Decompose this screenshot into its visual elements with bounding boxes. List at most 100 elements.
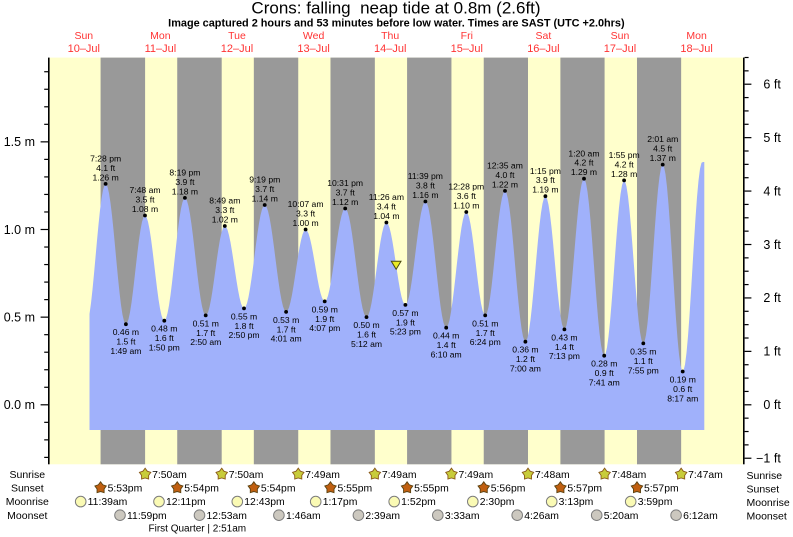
svg-text:8:49 am: 8:49 am <box>209 196 240 206</box>
svg-text:1.7 ft: 1.7 ft <box>196 328 216 338</box>
svg-text:5:54pm: 5:54pm <box>261 484 296 495</box>
svg-text:1:46am: 1:46am <box>286 511 321 522</box>
svg-text:2:30pm: 2:30pm <box>480 497 515 508</box>
svg-text:8:17 am: 8:17 am <box>667 393 698 403</box>
svg-text:11:39am: 11:39am <box>88 497 128 508</box>
svg-text:1.08 m: 1.08 m <box>132 204 158 214</box>
svg-text:10:31 pm: 10:31 pm <box>327 178 363 188</box>
svg-text:Image captured 2 hours and 53: Image captured 2 hours and 53 minutes be… <box>168 17 625 29</box>
svg-text:5:53pm: 5:53pm <box>108 484 143 495</box>
svg-text:0.50 m: 0.50 m <box>353 320 379 330</box>
svg-text:Moonrise: Moonrise <box>6 496 49 508</box>
svg-text:1.4 ft: 1.4 ft <box>437 340 457 350</box>
svg-text:Sunrise: Sunrise <box>9 469 45 481</box>
svg-text:Tue: Tue <box>228 30 246 42</box>
svg-text:1.19 m: 1.19 m <box>532 185 558 195</box>
svg-text:11:39 pm: 11:39 pm <box>408 171 443 181</box>
svg-text:1.28 m: 1.28 m <box>611 169 637 179</box>
svg-text:7:28 pm: 7:28 pm <box>90 154 121 164</box>
svg-text:Sunset: Sunset <box>11 483 44 495</box>
svg-text:5:20am: 5:20am <box>604 511 639 522</box>
svg-text:1.04 m: 1.04 m <box>373 211 399 221</box>
svg-text:2 ft: 2 ft <box>763 291 781 305</box>
svg-text:7:41 am: 7:41 am <box>589 378 620 388</box>
svg-text:7:48 am: 7:48 am <box>129 185 160 195</box>
svg-text:5:55pm: 5:55pm <box>337 484 372 495</box>
svg-text:1.02 m: 1.02 m <box>212 214 238 224</box>
svg-text:0.46 m: 0.46 m <box>113 327 139 337</box>
svg-text:3:33am: 3:33am <box>445 511 480 522</box>
svg-text:5 ft: 5 ft <box>763 131 781 145</box>
svg-text:7:48am: 7:48am <box>535 470 570 481</box>
svg-text:5:23 pm: 5:23 pm <box>390 327 421 337</box>
svg-text:Crons: falling neap tide at 0: Crons: falling neap tide at 0.8m (2.6ft) <box>251 0 540 18</box>
svg-text:3 ft: 3 ft <box>763 238 781 252</box>
svg-text:1.4 ft: 1.4 ft <box>555 342 575 352</box>
svg-text:1.29 m: 1.29 m <box>571 167 597 177</box>
svg-text:7:49am: 7:49am <box>458 470 493 481</box>
svg-text:10:07 am: 10:07 am <box>288 199 324 209</box>
svg-text:1.18 m: 1.18 m <box>172 186 198 196</box>
svg-text:7:48am: 7:48am <box>612 470 647 481</box>
svg-text:1.8 ft: 1.8 ft <box>234 321 254 331</box>
svg-text:18–Jul: 18–Jul <box>680 43 712 55</box>
svg-text:0 ft: 0 ft <box>763 398 781 412</box>
svg-text:0.48 m: 0.48 m <box>151 324 177 334</box>
svg-text:0.55 m: 0.55 m <box>231 311 257 321</box>
svg-text:3.8 ft: 3.8 ft <box>416 180 436 190</box>
svg-text:4.1 ft: 4.1 ft <box>96 163 116 173</box>
svg-text:1 ft: 1 ft <box>763 345 781 359</box>
svg-text:6:24 pm: 6:24 pm <box>470 337 501 347</box>
svg-text:7:55 pm: 7:55 pm <box>628 365 659 375</box>
svg-text:1.5 m: 1.5 m <box>4 135 35 149</box>
svg-text:0.57 m: 0.57 m <box>392 308 418 318</box>
svg-text:3.5 ft: 3.5 ft <box>135 194 155 204</box>
svg-text:1.7 ft: 1.7 ft <box>277 324 297 334</box>
svg-text:4 ft: 4 ft <box>763 184 781 198</box>
svg-text:1.9 ft: 1.9 ft <box>396 317 416 327</box>
svg-text:4.0 ft: 4.0 ft <box>495 170 515 180</box>
svg-text:2:50 pm: 2:50 pm <box>229 330 260 340</box>
svg-text:0.43 m: 0.43 m <box>551 332 577 342</box>
svg-text:1.12 m: 1.12 m <box>332 197 358 207</box>
svg-text:0.6 ft: 0.6 ft <box>673 384 693 394</box>
svg-text:0.51 m: 0.51 m <box>472 318 498 328</box>
svg-text:Sunrise: Sunrise <box>747 470 783 482</box>
svg-text:Sunset: Sunset <box>747 483 780 495</box>
svg-text:3.6 ft: 3.6 ft <box>457 191 477 201</box>
svg-text:Moonset: Moonset <box>747 511 787 523</box>
svg-text:0.35 m: 0.35 m <box>630 346 656 356</box>
svg-text:4:26am: 4:26am <box>524 511 559 522</box>
svg-text:1.5 ft: 1.5 ft <box>116 337 136 347</box>
svg-text:1.0 m: 1.0 m <box>4 223 35 237</box>
svg-text:1.22 m: 1.22 m <box>492 179 518 189</box>
svg-text:1.26 m: 1.26 m <box>92 172 118 182</box>
svg-text:1.7 ft: 1.7 ft <box>476 328 496 338</box>
svg-text:4:01 am: 4:01 am <box>271 334 302 344</box>
svg-text:1.10 m: 1.10 m <box>453 200 479 210</box>
svg-text:12–Jul: 12–Jul <box>221 43 253 55</box>
svg-text:1:49 am: 1:49 am <box>110 346 141 356</box>
svg-text:0.28 m: 0.28 m <box>591 359 617 369</box>
svg-text:1:15 pm: 1:15 pm <box>530 166 561 176</box>
svg-text:12:53am: 12:53am <box>207 511 247 522</box>
svg-text:12:43pm: 12:43pm <box>244 497 284 508</box>
svg-text:4.5 ft: 4.5 ft <box>653 144 673 154</box>
svg-text:0.44 m: 0.44 m <box>433 331 459 341</box>
svg-text:3.7 ft: 3.7 ft <box>255 184 275 194</box>
svg-text:0.19 m: 0.19 m <box>670 374 696 384</box>
svg-text:4.2 ft: 4.2 ft <box>574 158 594 168</box>
svg-text:1.1 ft: 1.1 ft <box>634 356 654 366</box>
svg-text:Moonrise: Moonrise <box>747 497 790 509</box>
svg-text:0.59 m: 0.59 m <box>312 304 338 314</box>
svg-text:3.4 ft: 3.4 ft <box>377 201 397 211</box>
svg-text:3.3 ft: 3.3 ft <box>296 209 316 219</box>
svg-text:6:12am: 6:12am <box>683 511 718 522</box>
svg-text:1.6 ft: 1.6 ft <box>357 330 377 340</box>
svg-text:Fri: Fri <box>461 30 473 42</box>
svg-text:7:50am: 7:50am <box>229 470 264 481</box>
svg-text:1.2 ft: 1.2 ft <box>516 354 536 364</box>
svg-text:Mon: Mon <box>686 30 707 42</box>
svg-text:11–Jul: 11–Jul <box>145 43 177 55</box>
svg-text:0.0 m: 0.0 m <box>4 398 35 412</box>
